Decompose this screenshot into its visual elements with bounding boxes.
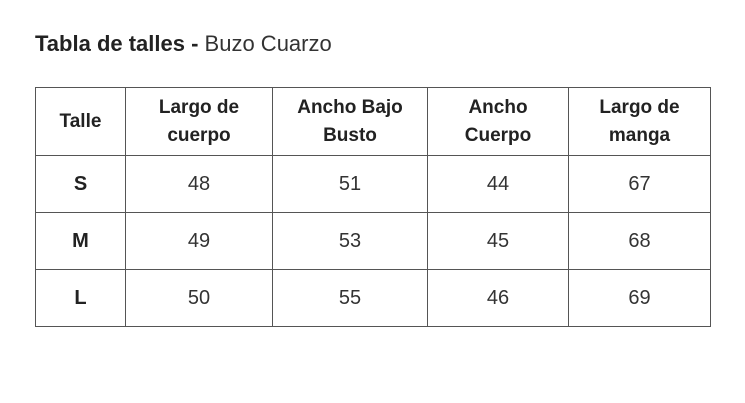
measure-cell: 69 <box>568 269 711 327</box>
header-cell: Talle <box>35 87 126 156</box>
size-cell: M <box>35 212 126 270</box>
header-row: Talle Largo de cuerpo Ancho Bajo Busto Anch… <box>35 87 711 156</box>
size-table: Talle Largo de cuerpo Ancho Bajo Busto Anch… <box>35 87 711 327</box>
table-row: M 49 53 45 68 <box>35 212 711 270</box>
measure-cell: 50 <box>125 269 273 327</box>
header-cell: Largo de manga <box>568 87 711 156</box>
measure-cell: 48 <box>125 155 273 213</box>
measure-cell: 55 <box>272 269 428 327</box>
table-row: L 50 55 46 69 <box>35 269 711 327</box>
header-cell: Ancho Bajo Busto <box>272 87 428 156</box>
header-cell: Largo de cuerpo <box>125 87 273 156</box>
header-cell: Ancho Cuerpo <box>427 87 569 156</box>
size-cell: L <box>35 269 126 327</box>
size-cell: S <box>35 155 126 213</box>
measure-cell: 45 <box>427 212 569 270</box>
measure-cell: 68 <box>568 212 711 270</box>
title: Tabla de talles - Buzo Cuarzo <box>35 31 332 57</box>
title-bold: Tabla de talles - <box>35 31 199 56</box>
measure-cell: 49 <box>125 212 273 270</box>
measure-cell: 46 <box>427 269 569 327</box>
measure-cell: 53 <box>272 212 428 270</box>
measure-cell: 51 <box>272 155 428 213</box>
measure-cell: 44 <box>427 155 569 213</box>
title-rest: Buzo Cuarzo <box>204 31 332 56</box>
table-row: S 48 51 44 67 <box>35 155 711 213</box>
measure-cell: 67 <box>568 155 711 213</box>
table-body: S 48 51 44 67 M 49 53 45 68 L 50 55 46 69 <box>35 155 711 327</box>
